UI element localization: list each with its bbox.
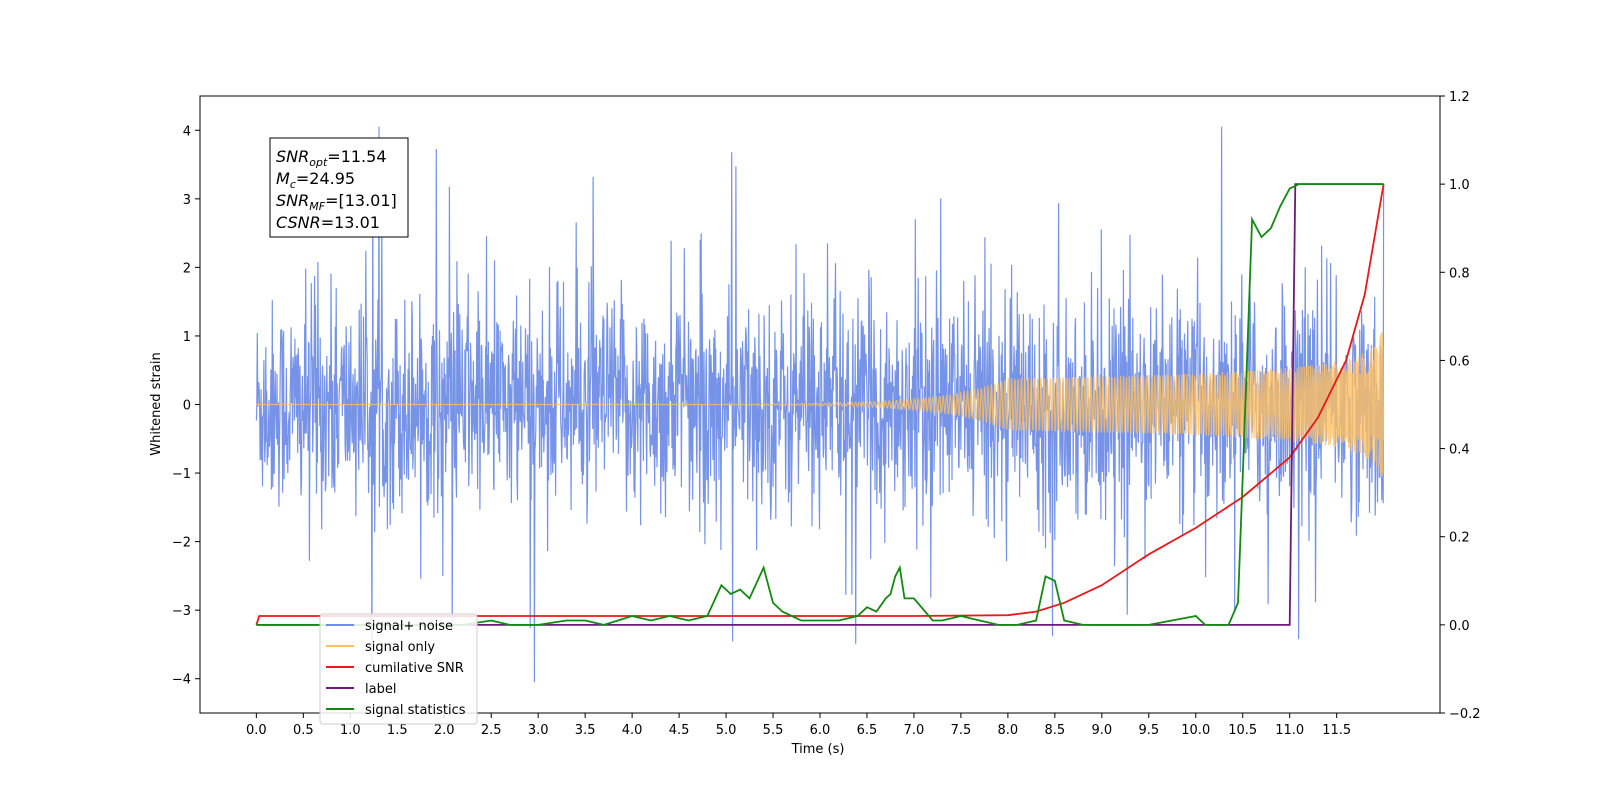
legend-label-signal-noise: signal+ noise xyxy=(365,619,453,634)
x-tick-label: 0.5 xyxy=(293,723,314,738)
legend-label-label: label xyxy=(365,682,396,697)
y-right-tick-label: 0.8 xyxy=(1449,266,1470,281)
legend-label-cumulative-snr: cumilative SNR xyxy=(365,661,464,676)
x-tick-label: 5.5 xyxy=(763,723,784,738)
x-tick-label: 7.0 xyxy=(904,723,925,738)
y-left-tick-label: 1 xyxy=(183,330,191,345)
series-signal-only xyxy=(256,331,1385,478)
x-tick-label: 3.0 xyxy=(528,723,549,738)
axes-layer: 0.0 0.5 1.0 1.5 2.0 2.5 3.0 3.5 4.0 4.5 5.0 5.5 6.0 6… xyxy=(172,90,1481,738)
y-axis-label-left: Whitened strain xyxy=(149,352,164,455)
x-tick-label: 1.0 xyxy=(340,723,361,738)
y-right-tick-label: −0.2 xyxy=(1449,707,1481,722)
x-tick-label: 4.0 xyxy=(622,723,643,738)
x-tick-label: 8.5 xyxy=(1045,723,1066,738)
y-left-tick-label: 0 xyxy=(183,399,191,414)
y-left-tick-label: 3 xyxy=(183,193,191,208)
y-right-tick-label: 0.4 xyxy=(1449,443,1470,458)
x-tick-label: 4.5 xyxy=(669,723,690,738)
y-left-tick-label: −3 xyxy=(172,604,191,619)
x-tick-label: 8.0 xyxy=(998,723,1019,738)
annotation-mc: Mc=24.95 xyxy=(276,169,355,191)
x-tick-label: 6.5 xyxy=(857,723,878,738)
series-signal-noise xyxy=(255,126,1385,683)
annotation-snr-mf: SNRMF=[13.01] xyxy=(276,191,397,213)
x-tick-label: 11.5 xyxy=(1322,723,1351,738)
x-tick-label: 9.5 xyxy=(1138,723,1159,738)
x-tick-label: 7.5 xyxy=(951,723,972,738)
x-tick-label: 10.0 xyxy=(1181,723,1210,738)
x-tick-label: 2.5 xyxy=(481,723,502,738)
legend-label-signal-only: signal only xyxy=(365,640,435,655)
x-tick-label: 3.5 xyxy=(575,723,596,738)
series-cumulative-snr xyxy=(255,183,1385,626)
y-right-tick-label: 0.6 xyxy=(1449,354,1470,369)
x-tick-label: 9.0 xyxy=(1091,723,1112,738)
y-left-tick-label: −4 xyxy=(172,673,191,688)
y-left-tick-label: −2 xyxy=(172,536,191,551)
x-tick-label: 0.0 xyxy=(246,723,267,738)
x-axis-label: Time (s) xyxy=(791,742,845,757)
y-right-tick-label: 0.0 xyxy=(1449,619,1470,634)
x-tick-label: 1.5 xyxy=(387,723,408,738)
y-right-tick-label: 0.2 xyxy=(1449,531,1470,546)
x-tick-label: 5.0 xyxy=(716,723,737,738)
series-signal-statistics xyxy=(256,183,1384,626)
y-right-tick-label: 1.2 xyxy=(1449,90,1470,105)
y-left-tick-label: 4 xyxy=(183,124,191,139)
series-layer xyxy=(255,126,1385,683)
annotation-csnr: CSNR=13.01 xyxy=(276,213,380,232)
legend-label-signal-statistics: signal statistics xyxy=(365,703,466,718)
legend: signal+ noise signal only cumilative SNR… xyxy=(319,613,478,725)
y-left-tick-label: 2 xyxy=(183,261,191,276)
y-right-tick-label: 1.0 xyxy=(1449,178,1470,193)
y-left-tick-label: −1 xyxy=(172,467,191,482)
x-tick-label: 6.0 xyxy=(810,723,831,738)
annotation-box: SNRopt=11.54 Mc=24.95 SNRMF=[13.01] CSNR… xyxy=(269,137,409,238)
x-tick-label: 11.0 xyxy=(1275,723,1304,738)
x-tick-label: 10.5 xyxy=(1228,723,1257,738)
x-tick-label: 2.0 xyxy=(434,723,455,738)
annotation-snr-opt: SNRopt=11.54 xyxy=(276,147,387,169)
